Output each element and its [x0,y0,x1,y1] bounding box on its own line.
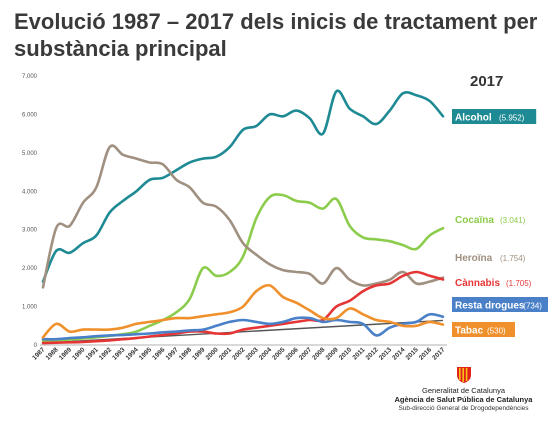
series-label-value: (1.754) [500,254,526,263]
x-tick-label: 2010 [338,346,353,361]
series-line-alcohol [41,89,445,283]
series-label-box [452,322,515,337]
chart-series-lines [41,89,445,345]
x-tick-label: 1999 [191,346,206,361]
x-tick-label: 2006 [285,346,300,361]
logo-line-agency: Agència de Salut Pública de Catalunya [394,395,533,404]
x-tick-label: 2008 [311,346,326,361]
y-tick-label: 5.000 [22,151,38,157]
logo-line-generalitat: Generalitat de Catalunya [422,386,505,395]
series-label-name: Alcohol [455,113,492,124]
x-tick-label: 2009 [325,346,340,361]
x-tick-label: 1989 [58,346,73,361]
x-tick-label: 2012 [365,346,380,361]
legend-year-label: 2017 [470,73,504,90]
series-label-resta-drogues: Resta drogues(734) [452,297,548,312]
series-label-value: (734) [523,302,542,311]
x-tick-label: 2014 [391,346,406,361]
series-label-value: (5.952) [499,114,525,123]
series-label-name: Cocaïna [455,215,494,226]
x-tick-label: 2002 [231,346,246,361]
chart-title: Evolució 1987 – 2017 dels inicis de trac… [14,9,538,61]
series-label-name: Heroïna [455,253,493,264]
x-tick-label: 1992 [98,346,113,361]
y-tick-label: 1.000 [22,305,38,311]
x-tick-label: 1996 [151,346,166,361]
x-tick-label: 1997 [165,346,180,361]
series-line-cannabis [41,270,445,345]
series-label-name: Tabac [455,326,484,337]
x-tick-label: 1988 [45,346,60,361]
series-line-heroina [41,144,445,289]
x-tick-label: 2004 [258,346,273,361]
series-label-value: (530) [487,327,506,336]
x-tick-label: 2005 [271,346,286,361]
x-tick-label: 1995 [138,346,153,361]
generalitat-logo: Generalitat de Catalunya Agència de Salu… [376,366,551,413]
x-tick-label: 2011 [351,346,366,361]
series-label-tabac: Tabac (530) [452,322,515,337]
series-label-heroina: Heroïna (1.754) [455,253,526,264]
x-tick-label: 2017 [431,346,446,361]
series-label-box [452,297,548,312]
x-tick-label: 1991 [85,346,100,361]
x-tick-label: 1990 [71,346,86,361]
x-tick-label: 2003 [245,346,260,361]
x-tick-label: 2013 [378,346,393,361]
y-tick-label: 0 [34,343,38,349]
x-tick-label: 2000 [205,346,220,361]
logo-line-subdirection: Sub-direcció General de Drogodependèncie… [398,405,529,412]
x-tick-label: 2015 [405,346,420,361]
series-label-name: Cànnabis [455,278,500,289]
series-label-cocaina: Cocaïna (3.041) [455,215,526,226]
x-tick-label: 1998 [178,346,193,361]
y-tick-label: 7.000 [22,74,38,80]
y-tick-label: 4.000 [22,189,38,195]
series-label-value: (3.041) [500,216,526,225]
series-label-box [452,109,537,124]
x-tick-label: 1993 [111,346,126,361]
series-label-value: (1.705) [506,279,532,288]
series-label-alcohol: Alcohol (5.952) [452,109,537,124]
series-label-name: Resta drogues [455,301,525,312]
x-tick-label: 2016 [418,346,433,361]
series-line-resta-drogues [41,312,445,341]
catalonia-emblem-icon [456,367,471,383]
y-tick-label: 2.000 [22,266,38,272]
x-tick-label: 2007 [298,346,313,361]
chart-series-labels: Alcohol (5.952) Cocaïna (3.041) Heroïna (1.75… [452,109,548,337]
x-tick-label: 1994 [125,346,140,361]
x-tick-label: 2001 [218,346,233,361]
y-tick-label: 3.000 [22,228,38,234]
series-label-cannabis: Cànnabis (1.705) [455,278,532,289]
series-line-tabac [41,283,445,339]
y-tick-label: 6.000 [22,112,38,118]
